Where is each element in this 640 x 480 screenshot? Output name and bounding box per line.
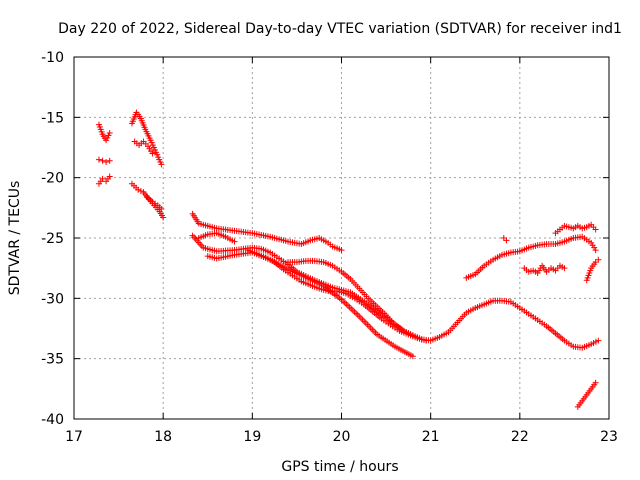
y-tick-label: -20 xyxy=(41,171,64,187)
data-point xyxy=(158,206,165,213)
y-tick-labels: -10 -15 -20 -25 -30 -35 -40 xyxy=(41,50,64,428)
data-point xyxy=(99,157,106,164)
data-point xyxy=(592,379,599,386)
data-point xyxy=(149,150,156,157)
x-tick-label: 18 xyxy=(154,429,172,445)
data-point xyxy=(106,157,113,164)
y-tick-label: -10 xyxy=(41,50,64,66)
data-point xyxy=(595,256,602,263)
x-tick-label: 22 xyxy=(511,429,529,445)
x-tick-label: 23 xyxy=(600,429,618,445)
data-point xyxy=(592,247,599,254)
data-point xyxy=(95,156,102,163)
data-point xyxy=(503,237,510,244)
axis-ticks xyxy=(73,56,610,420)
data-point xyxy=(106,173,113,180)
y-tick-label: -15 xyxy=(41,110,64,126)
chart-title: Day 220 of 2022, Sidereal Day-to-day VTE… xyxy=(58,21,622,37)
y-tick-label: -40 xyxy=(41,412,64,428)
data-point xyxy=(231,238,238,245)
grid-lines xyxy=(74,57,609,419)
data-point xyxy=(158,161,165,168)
y-tick-label: -30 xyxy=(41,291,64,307)
data-point xyxy=(409,353,416,360)
data-point xyxy=(160,214,167,221)
x-tick-labels: 17 18 19 20 21 22 23 xyxy=(65,429,618,445)
data-point xyxy=(338,247,345,254)
x-tick-label: 20 xyxy=(333,429,351,445)
data-point xyxy=(137,187,144,194)
y-axis-label: SDTVAR / TECUs xyxy=(7,181,23,296)
y-tick-label: -35 xyxy=(41,352,64,368)
data-point xyxy=(595,337,602,344)
data-point xyxy=(99,175,106,182)
x-tick-label: 17 xyxy=(65,429,83,445)
x-axis-label: GPS time / hours xyxy=(281,459,398,475)
y-tick-label: -25 xyxy=(41,231,64,247)
data-point xyxy=(103,158,110,165)
data-point xyxy=(106,130,113,137)
x-tick-label: 19 xyxy=(243,429,261,445)
data-points xyxy=(95,109,602,410)
data-point xyxy=(418,336,425,343)
data-point xyxy=(561,265,568,272)
data-point xyxy=(423,337,430,344)
x-tick-label: 21 xyxy=(422,429,440,445)
data-point xyxy=(135,186,142,193)
data-point xyxy=(592,226,599,233)
